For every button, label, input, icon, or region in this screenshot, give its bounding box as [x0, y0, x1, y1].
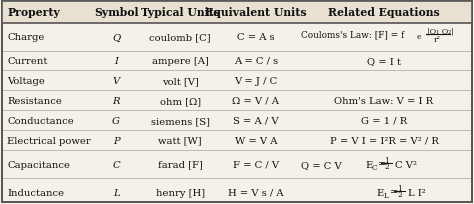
- Text: siemens [S]: siemens [S]: [151, 116, 210, 125]
- Text: H = V s / A: H = V s / A: [228, 188, 284, 197]
- Text: S = A / V: S = A / V: [233, 116, 279, 125]
- Text: Property: Property: [7, 7, 60, 18]
- Text: henry [H]: henry [H]: [155, 188, 205, 197]
- Text: =: =: [378, 160, 387, 169]
- Text: r²: r²: [434, 35, 441, 43]
- Text: Conductance: Conductance: [7, 116, 74, 125]
- Text: Q = I t: Q = I t: [367, 57, 401, 66]
- Text: E: E: [377, 188, 384, 197]
- Text: ohm [Ω]: ohm [Ω]: [160, 96, 201, 105]
- Text: Symbol: Symbol: [94, 7, 138, 18]
- Text: farad [F]: farad [F]: [158, 160, 202, 169]
- Text: Inductance: Inductance: [7, 188, 64, 197]
- Text: P = V I = I²R = V² / R: P = V I = I²R = V² / R: [329, 136, 438, 145]
- Text: C: C: [372, 163, 378, 171]
- Text: C = A s: C = A s: [237, 33, 275, 42]
- Text: P: P: [113, 136, 119, 145]
- Text: R: R: [112, 96, 120, 105]
- Text: =: =: [390, 188, 399, 197]
- Text: 1: 1: [397, 184, 402, 192]
- Text: volt [V]: volt [V]: [162, 76, 199, 85]
- Text: Related Equations: Related Equations: [328, 7, 440, 18]
- Text: Ohm's Law: V = I R: Ohm's Law: V = I R: [334, 96, 434, 105]
- Text: F = C / V: F = C / V: [233, 160, 279, 169]
- Text: L I²: L I²: [408, 188, 426, 197]
- Text: 2: 2: [384, 162, 389, 170]
- Text: L: L: [113, 188, 119, 197]
- Text: Typical Units: Typical Units: [141, 7, 219, 18]
- Text: Q: Q: [112, 33, 120, 42]
- Text: C: C: [112, 160, 120, 169]
- Text: A = C / s: A = C / s: [234, 57, 278, 66]
- Text: coulomb [C]: coulomb [C]: [149, 33, 211, 42]
- Text: 1: 1: [384, 157, 389, 165]
- Text: W = V A: W = V A: [235, 136, 277, 145]
- Text: C V²: C V²: [395, 160, 417, 169]
- Text: L: L: [384, 191, 389, 199]
- Text: |Q₁ Q₂|: |Q₁ Q₂|: [427, 27, 454, 35]
- Text: Electrical power: Electrical power: [7, 136, 91, 145]
- Text: e: e: [417, 32, 421, 40]
- Text: V: V: [112, 76, 120, 85]
- Text: Voltage: Voltage: [7, 76, 45, 85]
- Text: Capacitance: Capacitance: [7, 160, 70, 169]
- Text: E: E: [365, 160, 372, 169]
- Text: 2: 2: [397, 190, 402, 198]
- Text: Resistance: Resistance: [7, 96, 62, 105]
- Text: ampere [A]: ampere [A]: [152, 57, 209, 66]
- FancyBboxPatch shape: [2, 2, 472, 202]
- Text: I: I: [114, 57, 118, 66]
- Text: Couloms's Law: [F] = f: Couloms's Law: [F] = f: [301, 30, 404, 39]
- Text: G: G: [112, 116, 120, 125]
- Text: Equivalent Units: Equivalent Units: [205, 7, 307, 18]
- Text: G = 1 / R: G = 1 / R: [361, 116, 407, 125]
- Text: V = J / C: V = J / C: [234, 76, 278, 85]
- Text: Current: Current: [7, 57, 47, 66]
- Text: watt [W]: watt [W]: [158, 136, 202, 145]
- Text: Ω = V / A: Ω = V / A: [232, 96, 280, 105]
- FancyBboxPatch shape: [2, 2, 472, 23]
- Text: Charge: Charge: [7, 33, 45, 42]
- Text: Q = C V: Q = C V: [301, 160, 342, 169]
